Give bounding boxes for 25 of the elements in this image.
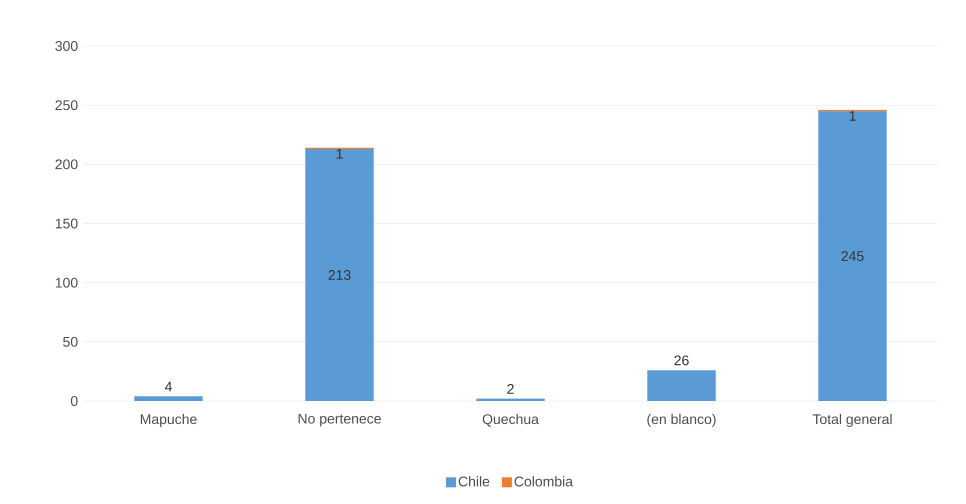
data-label: 1 (336, 148, 343, 159)
y-tick-label: 200 (55, 159, 78, 170)
data-label: 213 (328, 270, 351, 280)
data-label: 2 (507, 384, 514, 394)
x-tick-label: No pertenece (298, 414, 381, 426)
bar (305, 148, 374, 401)
x-tick-label: Mapuche (140, 414, 197, 427)
legend-label: Chile (458, 476, 490, 486)
bar (818, 111, 887, 401)
data-label: 1 (850, 111, 856, 121)
x-tick-label: Quechua (482, 414, 539, 427)
bar (647, 370, 716, 401)
y-tick-label: 300 (55, 41, 78, 51)
y-tick-label: 0 (70, 396, 78, 406)
data-label: 26 (674, 355, 689, 366)
y-tick-label: 250 (55, 100, 78, 110)
y-tick-label: 150 (56, 218, 78, 228)
legend-label: Colombia (514, 476, 573, 486)
data-label: 245 (842, 251, 864, 261)
bar (134, 396, 203, 401)
y-tick-label: 50 (63, 336, 78, 347)
x-tick-label: (en blanco) (647, 414, 716, 427)
data-label: 4 (164, 382, 172, 392)
x-tick-label: Total general (812, 414, 892, 427)
y-tick-label: 100 (56, 278, 78, 288)
